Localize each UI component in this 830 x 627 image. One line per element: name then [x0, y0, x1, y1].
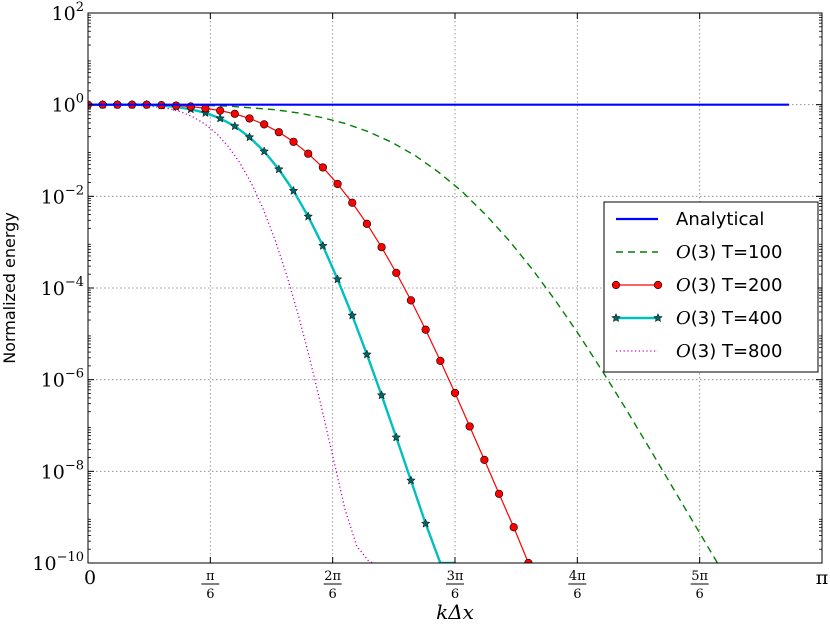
- series-point: [260, 120, 269, 129]
- series-point: [524, 558, 533, 563]
- series-point: [333, 179, 342, 189]
- series-point: [274, 128, 283, 137]
- series-point: [245, 114, 254, 123]
- x-tick-numerator: π: [206, 569, 215, 584]
- series-point: [216, 106, 225, 115]
- y-tick-label: 10−4: [41, 275, 84, 300]
- series-o-3-t-800: [88, 104, 374, 563]
- y-tick-label: 102: [52, 0, 84, 25]
- x-tick-label-fraction: 3π6: [446, 569, 465, 602]
- x-tick-label-fraction: 5π6: [690, 569, 709, 602]
- series-point: [200, 107, 211, 118]
- series-point: [215, 113, 225, 123]
- y-tick-label: 10−8: [41, 458, 84, 483]
- series-point: [274, 164, 284, 174]
- x-tick-label-fraction: π6: [201, 569, 220, 602]
- legend-label: O(3) T=400: [676, 308, 782, 329]
- x-tick-label-fraction: 2π6: [323, 569, 342, 602]
- series-point: [494, 489, 504, 498]
- series-point: [450, 388, 460, 398]
- series-point: [376, 390, 387, 400]
- series-point: [377, 243, 386, 252]
- series-point: [318, 163, 327, 172]
- y-axis-label: Normalized energy: [0, 212, 19, 364]
- series-point: [362, 349, 372, 359]
- legend-swatch-marker: [653, 312, 663, 323]
- legend-item-o-3-t-200: O(3) T=200: [611, 275, 782, 296]
- y-tick-label: 10−2: [41, 183, 84, 208]
- legend-box: [603, 201, 819, 373]
- series-line: [88, 104, 374, 563]
- series-point: [348, 198, 357, 207]
- x-tick-numerator: 4π: [569, 569, 586, 584]
- y-tick-label: 100: [52, 92, 84, 117]
- legend-item-o-3-t-800: O(3) T=800: [616, 341, 782, 362]
- legend-label: O(3) T=200: [676, 275, 782, 296]
- series-point: [230, 109, 239, 118]
- series-point: [362, 219, 372, 228]
- major-ticks: [87, 12, 823, 564]
- series-point: [421, 325, 430, 334]
- series-line: [88, 103, 719, 563]
- y-tick-labels: 102 100 10−2 10−4 10−6 10−8 10−10: [32, 0, 84, 575]
- legend-item-o-3-t-100: O(3) T=100: [616, 242, 782, 263]
- legend-label: Analytical: [676, 209, 764, 230]
- series-point: [332, 274, 343, 284]
- legend: Analytical O(3) T=100 O(3) T=200 O(3) T=400…: [603, 201, 819, 373]
- legend-swatch-marker: [611, 312, 621, 323]
- series-point: [436, 356, 445, 365]
- x-tick-label: π: [816, 567, 829, 589]
- series-point: [406, 296, 416, 305]
- series-point: [465, 422, 474, 431]
- series-point: [509, 523, 518, 532]
- x-tick-numerator: 2π: [324, 569, 341, 584]
- series-point: [289, 137, 298, 146]
- series-point: [259, 146, 269, 156]
- x-tick-numerator: 3π: [447, 569, 464, 584]
- legend-item-o-3-t-400: O(3) T=400: [611, 308, 782, 329]
- x-tick-denominator: 6: [206, 587, 214, 602]
- legend-swatch-marker: [653, 280, 663, 290]
- series-point: [406, 475, 416, 485]
- legend-item-analytical: Analytical: [616, 209, 764, 230]
- x-tick-denominator: 6: [696, 587, 704, 602]
- y-tick-label: 10−6: [41, 367, 84, 392]
- legend-label: O(3) T=800: [676, 341, 782, 362]
- series-point: [303, 211, 314, 221]
- legend-label: O(3) T=100: [676, 242, 782, 263]
- series-point: [318, 240, 328, 250]
- x-tick-denominator: 6: [573, 587, 581, 602]
- x-tick-label-fraction: 4π6: [568, 569, 587, 602]
- x-tick-denominator: 6: [451, 587, 459, 602]
- series-o-3-t-100: [88, 103, 719, 563]
- series-point: [244, 132, 255, 142]
- series-point: [229, 121, 240, 131]
- series-point: [288, 185, 299, 195]
- series-point: [392, 268, 401, 277]
- x-tick-denominator: 6: [329, 587, 337, 602]
- series-point: [347, 310, 358, 320]
- series-point: [420, 518, 431, 528]
- x-tick-numerator: 5π: [691, 569, 708, 584]
- legend-swatch-marker: [611, 280, 621, 290]
- series-group: [88, 99, 789, 563]
- series-point: [304, 149, 313, 158]
- y-tick-label: 10−10: [32, 550, 84, 575]
- series-point: [391, 432, 402, 442]
- series-point: [480, 455, 489, 464]
- x-axis-label: kΔx: [436, 600, 474, 624]
- x-tick-label: 0: [84, 567, 96, 589]
